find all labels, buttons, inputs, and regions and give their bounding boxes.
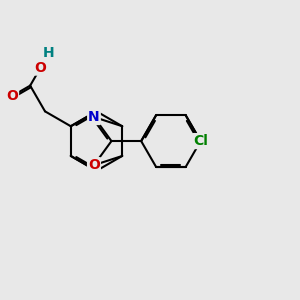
Text: N: N [88,110,100,124]
Text: O: O [34,61,46,75]
Text: H: H [43,46,55,60]
Text: Cl: Cl [193,134,208,148]
Text: O: O [6,89,18,103]
Text: O: O [88,158,100,172]
